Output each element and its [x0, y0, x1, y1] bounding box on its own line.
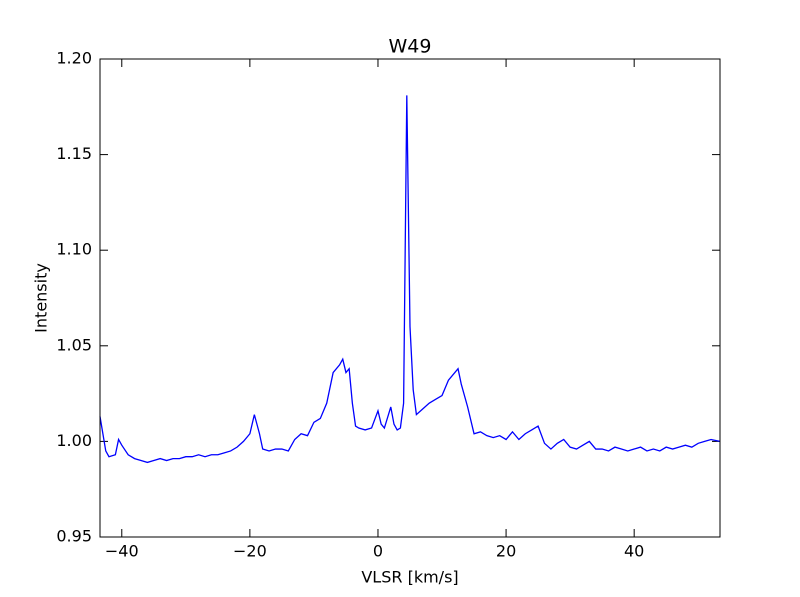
x-axis-label: VLSR [km/s]	[361, 568, 458, 587]
y-tick-label: 1.15	[56, 144, 92, 163]
x-tick-label: −20	[233, 542, 267, 561]
x-tick-label: 0	[373, 542, 383, 561]
chart-title: W49	[389, 36, 432, 58]
y-tick-label: 1.05	[56, 335, 92, 354]
y-tick-label: 1.00	[56, 431, 92, 450]
x-tick-label: 20	[496, 542, 516, 561]
spectrum-line	[99, 95, 721, 464]
x-tick-label: 40	[624, 542, 644, 561]
y-tick-label: 1.10	[56, 240, 92, 259]
y-axis-label: Intensity	[32, 263, 51, 333]
x-tick-label: −40	[105, 542, 139, 561]
y-tick-label: 1.20	[56, 49, 92, 68]
y-tick-label: 0.95	[56, 527, 92, 546]
plot-frame	[99, 58, 721, 538]
